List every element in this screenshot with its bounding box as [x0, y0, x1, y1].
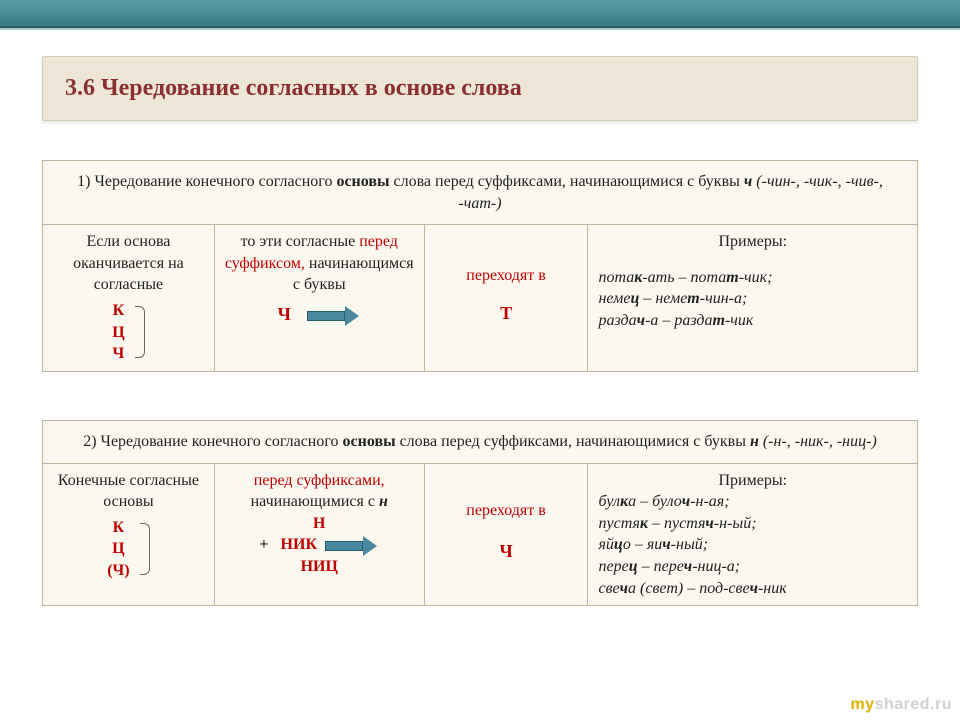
- rule2-header-post: слова перед суффиксами, начинающимися с …: [396, 433, 750, 450]
- rule2-header: 2) Чередование конечного согласного осно…: [43, 421, 918, 464]
- rule2-letter-ch: (Ч): [107, 560, 129, 582]
- rule2-col3-red: переходят в: [435, 500, 578, 522]
- rule2-table: 2) Чередование конечного согласного осно…: [42, 420, 918, 606]
- rule2-col2-red: перед суффиксами,: [254, 472, 385, 489]
- section-title-box: 3.6 Чередование согласных в основе слова: [42, 56, 918, 121]
- rule2-ex5: свеча (свет) – под-свеч-ник: [598, 578, 907, 600]
- rule1-letter-ts: Ц: [112, 322, 124, 344]
- watermark-ru: .ru: [930, 696, 952, 713]
- rule2-col1: Конечные согласные основы К Ц (Ч): [43, 463, 215, 606]
- watermark: myshared.ru: [850, 696, 952, 714]
- rule1-col1-text: Если основа оканчивается на согласные: [53, 231, 204, 296]
- rule1-ex2: немец – немет-чин-а;: [598, 288, 907, 310]
- rule1-col2-letter: Ч: [278, 304, 291, 324]
- rule1-col1: Если основа оканчивается на согласные К …: [43, 225, 215, 372]
- rule2-header-bold: основы: [343, 433, 396, 450]
- rule2-ex1: булка – булоч-н-ая;: [598, 491, 907, 513]
- rule1-ex3: раздач-а – раздат-чик: [598, 310, 907, 332]
- rule1-col2-b: начинающимся с буквы: [293, 255, 414, 294]
- top-decor-bar: [0, 0, 960, 28]
- rule1-letter-ch: Ч: [112, 343, 124, 365]
- rule2-examples: Примеры: булка – булоч-н-ая; пустяк – пу…: [588, 463, 918, 606]
- rule2-ex2: пустяк – пустяч-н-ый;: [598, 513, 907, 535]
- rule2-ex4: перец – переч-ниц-а;: [598, 556, 907, 578]
- rule2-col1-text: Конечные согласные основы: [53, 470, 204, 513]
- rule2-examples-label: Примеры:: [598, 470, 907, 492]
- rule1-ex1: потак-ать – потат-чик;: [598, 267, 907, 289]
- rule2-suffix-nik: + + НИКНИК: [225, 534, 414, 556]
- rule1-col2-a: то эти согласные: [241, 233, 360, 250]
- rule1-col3: переходят в Т: [424, 225, 588, 372]
- rule1-examples-label: Примеры:: [598, 231, 907, 253]
- rule1-header-bold: основы: [336, 173, 389, 190]
- arrow-icon: [307, 307, 361, 325]
- rule1-table: 1) Чередование конечного согласного осно…: [42, 160, 918, 372]
- rule2-col3-letter: Ч: [435, 539, 578, 563]
- rule2-col2: перед суффиксами, начинающимися с н Н + …: [214, 463, 424, 606]
- rule2-col3: переходят в Ч: [424, 463, 588, 606]
- rule1-header-post: слова перед суффиксами, начинающимися с …: [390, 173, 744, 190]
- rule1-col3-letter: Т: [435, 301, 578, 325]
- rule2-col2-black: начинающимися с: [251, 493, 379, 510]
- rule2-suffix-nits: НИЦ: [225, 556, 414, 578]
- rule2-header-pre: 2) Чередование конечного согласного: [83, 433, 342, 450]
- watermark-my: my: [850, 696, 874, 713]
- rule1-col3-red: переходят в: [435, 265, 578, 287]
- bracket-icon: [135, 306, 145, 358]
- rule2-ex3: яйцо – яич-ный;: [598, 534, 907, 556]
- rule2-suffix-n: Н: [225, 513, 414, 535]
- rule2-letter-ts: Ц: [107, 538, 129, 560]
- rule1-col2: то эти согласные перед суффиксом, начина…: [214, 225, 424, 372]
- rule2-col2-n: н: [379, 493, 388, 510]
- bracket-icon: [140, 523, 150, 575]
- rule2-letter-k: К: [107, 517, 129, 539]
- rule2-header-letter: н: [750, 433, 759, 450]
- rule1-header-pre: 1) Чередование конечного согласного: [77, 173, 336, 190]
- rule2-header-suffixes: (-н-, -ник-, -ниц-): [759, 433, 877, 450]
- rule1-header: 1) Чередование конечного согласного осно…: [43, 161, 918, 225]
- watermark-shared: shared: [875, 696, 930, 713]
- arrow-icon: [325, 537, 379, 555]
- rule1-letter-k: К: [112, 300, 124, 322]
- section-title: 3.6 Чередование согласных в основе слова: [65, 75, 895, 102]
- rule1-examples: Примеры: потак-ать – потат-чик; немец – …: [588, 225, 918, 372]
